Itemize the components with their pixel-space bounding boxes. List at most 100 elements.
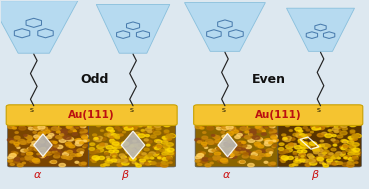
Circle shape: [51, 160, 56, 163]
Circle shape: [101, 143, 105, 145]
Circle shape: [106, 146, 113, 149]
Circle shape: [18, 139, 25, 143]
Circle shape: [139, 159, 145, 162]
Circle shape: [146, 163, 150, 165]
Text: $\alpha$: $\alpha$: [222, 170, 231, 180]
Circle shape: [84, 144, 87, 146]
Circle shape: [82, 129, 87, 132]
Circle shape: [64, 136, 71, 139]
Polygon shape: [34, 134, 52, 156]
Circle shape: [306, 129, 310, 131]
Circle shape: [213, 135, 218, 138]
Circle shape: [82, 130, 86, 132]
Circle shape: [144, 157, 148, 159]
Circle shape: [258, 137, 261, 139]
Circle shape: [26, 137, 30, 139]
Circle shape: [14, 142, 19, 145]
Circle shape: [82, 136, 87, 139]
Circle shape: [228, 141, 233, 143]
Circle shape: [348, 152, 354, 155]
Circle shape: [94, 137, 98, 139]
Circle shape: [37, 126, 43, 129]
Circle shape: [28, 127, 34, 130]
Circle shape: [96, 125, 100, 127]
Circle shape: [296, 134, 300, 136]
Circle shape: [238, 151, 242, 153]
Circle shape: [309, 142, 316, 145]
Circle shape: [151, 157, 154, 159]
Circle shape: [66, 144, 72, 147]
Circle shape: [337, 157, 340, 159]
Circle shape: [224, 137, 230, 140]
Circle shape: [31, 124, 37, 127]
Circle shape: [11, 159, 17, 163]
Circle shape: [300, 134, 305, 136]
Circle shape: [271, 135, 277, 138]
Circle shape: [156, 163, 163, 166]
Circle shape: [113, 143, 120, 146]
Polygon shape: [286, 8, 355, 51]
Circle shape: [334, 131, 338, 133]
Text: $\beta$: $\beta$: [121, 168, 130, 182]
Circle shape: [110, 153, 117, 156]
Circle shape: [135, 125, 139, 127]
Circle shape: [245, 128, 250, 130]
Circle shape: [31, 144, 37, 147]
Circle shape: [114, 134, 120, 137]
Circle shape: [53, 145, 58, 147]
Circle shape: [169, 134, 176, 138]
Circle shape: [14, 152, 18, 154]
Circle shape: [293, 133, 299, 136]
Circle shape: [90, 155, 96, 158]
Circle shape: [42, 155, 49, 159]
Circle shape: [269, 152, 273, 153]
Circle shape: [256, 150, 262, 153]
Circle shape: [136, 164, 141, 167]
Circle shape: [36, 142, 42, 145]
Circle shape: [106, 164, 109, 166]
Circle shape: [341, 139, 346, 142]
Circle shape: [10, 141, 14, 143]
Circle shape: [127, 157, 133, 160]
Circle shape: [342, 140, 348, 143]
Circle shape: [315, 147, 322, 150]
Circle shape: [49, 143, 53, 144]
Circle shape: [239, 143, 243, 145]
Circle shape: [128, 157, 135, 160]
Circle shape: [289, 164, 294, 167]
Circle shape: [164, 130, 169, 132]
Circle shape: [161, 141, 168, 144]
Circle shape: [166, 135, 172, 138]
Circle shape: [301, 147, 305, 149]
Circle shape: [157, 141, 161, 143]
Circle shape: [38, 125, 45, 129]
Circle shape: [307, 154, 313, 157]
Circle shape: [62, 136, 66, 138]
Circle shape: [265, 154, 270, 156]
Circle shape: [162, 136, 168, 139]
Circle shape: [45, 152, 52, 155]
Circle shape: [280, 159, 284, 161]
Circle shape: [317, 157, 324, 161]
Circle shape: [93, 134, 97, 136]
Circle shape: [327, 162, 331, 164]
Circle shape: [331, 158, 335, 160]
Circle shape: [245, 126, 248, 128]
Circle shape: [332, 161, 339, 165]
Circle shape: [290, 138, 295, 140]
Circle shape: [273, 139, 279, 142]
Circle shape: [132, 161, 136, 163]
Circle shape: [17, 147, 20, 148]
Circle shape: [254, 142, 261, 146]
Circle shape: [330, 124, 334, 126]
Circle shape: [304, 137, 308, 139]
Circle shape: [73, 130, 76, 132]
Circle shape: [71, 150, 77, 153]
Circle shape: [262, 133, 266, 135]
Circle shape: [148, 125, 155, 129]
Circle shape: [255, 137, 262, 141]
Circle shape: [69, 137, 72, 139]
Circle shape: [15, 157, 19, 159]
Circle shape: [217, 157, 223, 160]
Circle shape: [144, 162, 147, 164]
